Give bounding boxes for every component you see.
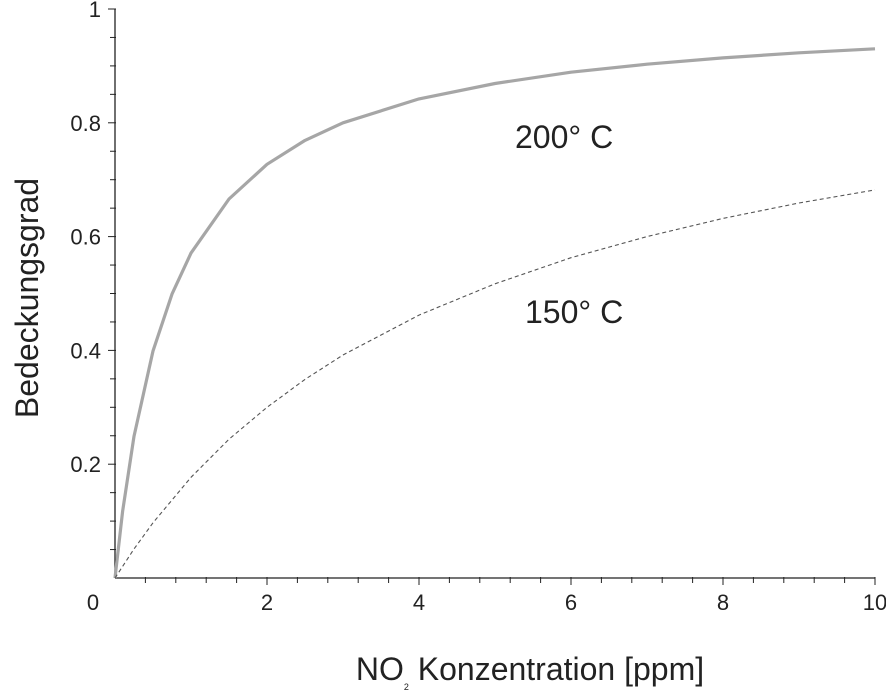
y-tick-label: 0.2 [70, 452, 101, 477]
y-axis-title: Bedeckungsgrad [9, 178, 45, 418]
x-tick-label: 6 [565, 590, 577, 615]
x-axis-title: NO2 Konzentration [ppm] [356, 651, 704, 691]
x-axis-title-main: NO [356, 651, 404, 687]
y-tick-label: 0.8 [70, 111, 101, 136]
x-axis-title-rest: Konzentration [ppm] [409, 651, 704, 687]
series-label-150c: 150° C [525, 294, 623, 330]
x-tick-label: 2 [261, 590, 273, 615]
series-line-200c [113, 47, 876, 579]
x-tick-label: 8 [717, 590, 729, 615]
y-tick-label: 0.4 [70, 338, 101, 363]
x-tick-label: 0 [87, 590, 99, 615]
curves [113, 47, 876, 579]
ticks [108, 8, 876, 585]
axes [114, 9, 875, 579]
x-axis-title-subscript: 2 [404, 682, 409, 691]
series-label-200c: 200° C [515, 119, 613, 155]
series-line-150c [114, 189, 876, 579]
y-tick-label: 1 [89, 0, 101, 22]
x-tick-label: 10 [863, 590, 886, 615]
x-tick-label: 4 [413, 590, 425, 615]
y-tick-label: 0.6 [70, 225, 101, 250]
